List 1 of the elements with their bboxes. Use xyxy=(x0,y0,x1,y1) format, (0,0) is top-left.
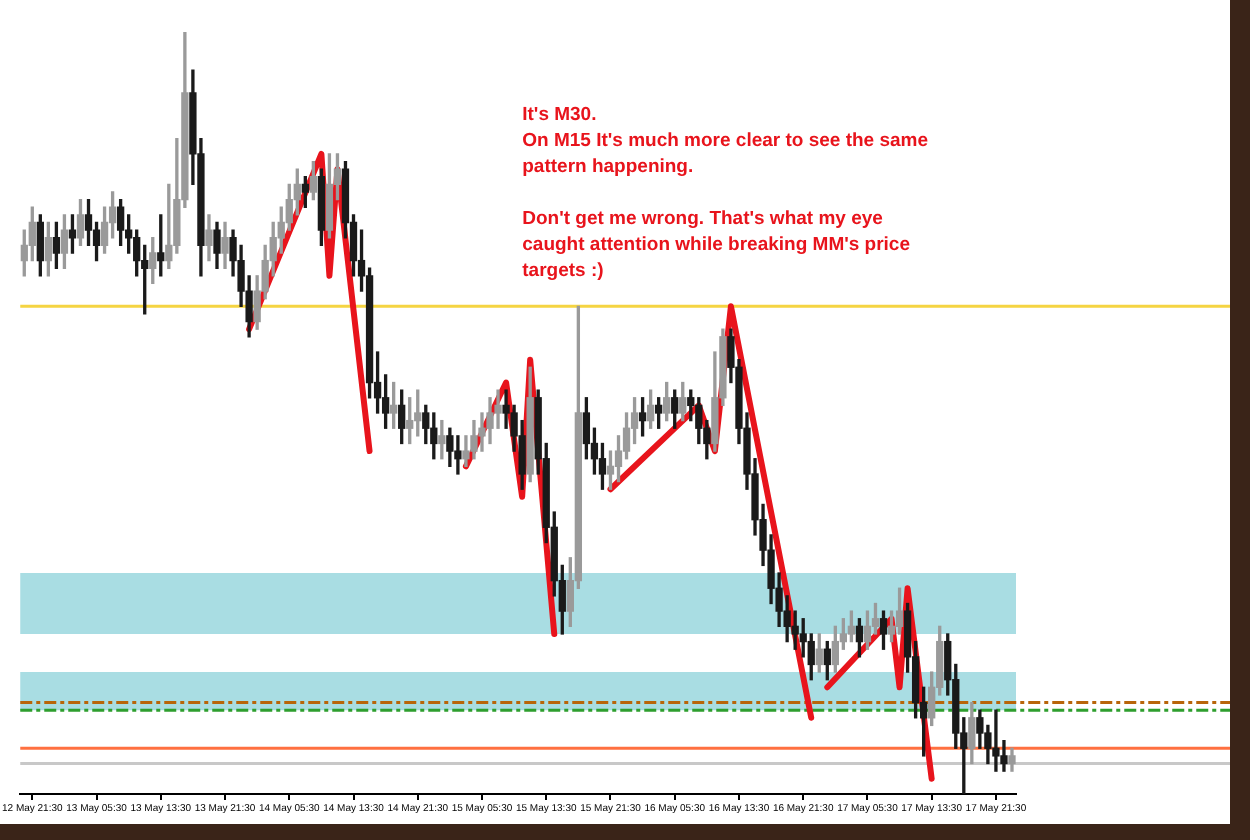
text: It's M30. On M15 It's much more clear to see the same pattern happening. Don't get me wrong. That's what my eye caught attention while breaking MM's price targets :) xyxy=(522,104,929,282)
